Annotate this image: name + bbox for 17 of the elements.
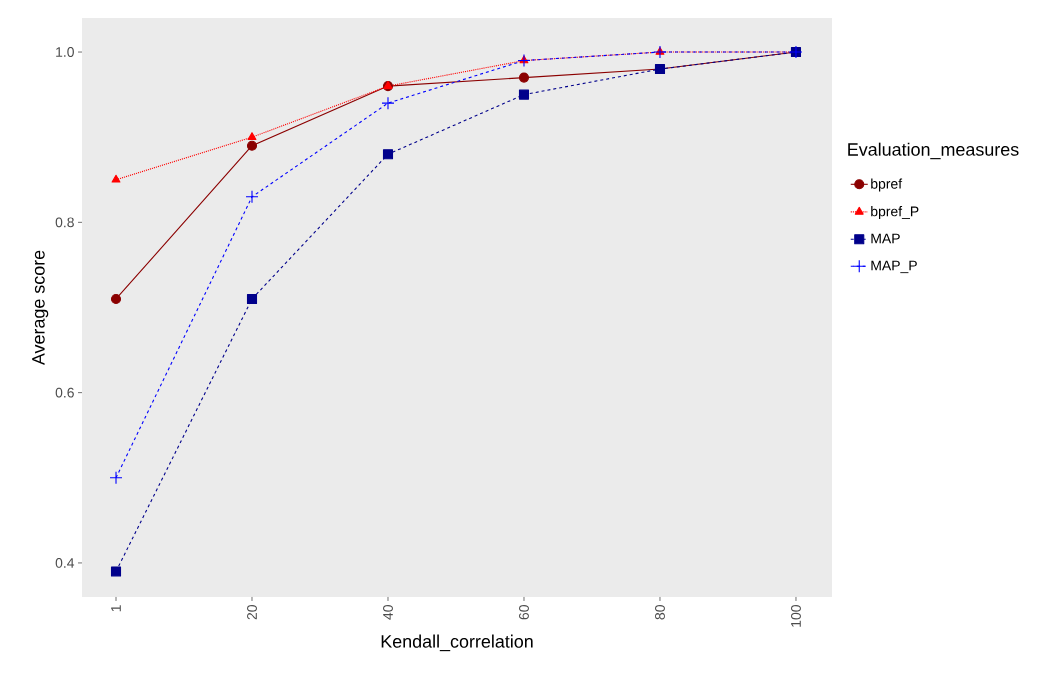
y-tick-label: 1.0: [56, 47, 74, 57]
y-tick-label: 0.4: [55, 557, 75, 568]
x-tick-label: 40: [383, 605, 393, 620]
x-axis-title: Kendall_correlation: [381, 634, 533, 652]
y-axis-title: Average score: [32, 250, 49, 366]
legend-label: MAP_P: [871, 260, 917, 274]
x-tick-label: 60: [519, 605, 529, 620]
y-tick-label: 0.8: [55, 217, 74, 228]
y-tick-label: 0.6: [55, 387, 74, 398]
legend-label: bpref_P: [871, 206, 919, 220]
legend-title: Evaluation_measures: [848, 142, 1019, 160]
x-tick-label: 1: [111, 605, 121, 612]
legend-label: MAP: [871, 233, 900, 244]
x-tick-label: 100: [791, 605, 801, 627]
legend-label: bpref: [871, 178, 903, 192]
x-tick-label: 20: [247, 605, 257, 620]
x-tick-label: 80: [655, 605, 665, 620]
